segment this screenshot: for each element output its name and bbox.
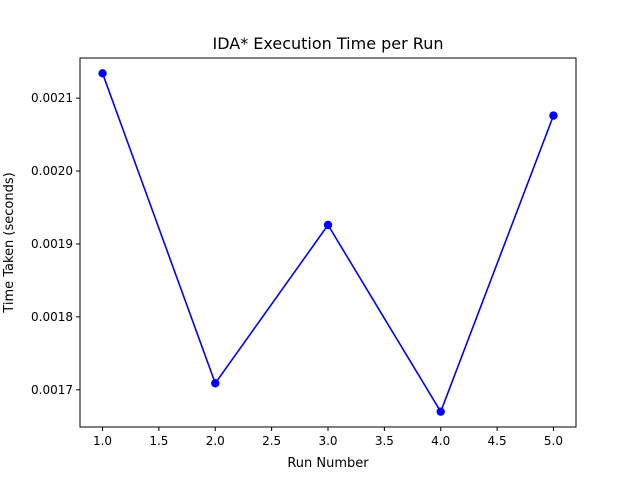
data-point [211, 379, 220, 388]
x-tick-label: 4.0 [431, 434, 450, 448]
x-tick-label: 5.0 [544, 434, 563, 448]
x-tick-label: 1.5 [149, 434, 168, 448]
y-tick-label: 0.0021 [31, 91, 73, 105]
x-tick-label: 4.5 [488, 434, 507, 448]
x-axis-ticks: 1.0 1.5 2.0 2.5 3.0 3.5 4.0 4.5 5.0 [93, 427, 563, 448]
y-tick-label: 0.0020 [31, 164, 73, 178]
x-axis-label: Run Number [287, 456, 369, 471]
data-point [549, 111, 558, 120]
x-tick-label: 3.0 [318, 434, 337, 448]
x-tick-label: 1.0 [93, 434, 112, 448]
data-point [98, 69, 107, 78]
x-tick-label: 2.0 [206, 434, 225, 448]
chart-title: IDA* Execution Time per Run [213, 34, 444, 53]
data-point [436, 407, 445, 416]
x-tick-label: 2.5 [262, 434, 281, 448]
y-tick-label: 0.0019 [31, 237, 73, 251]
y-tick-label: 0.0017 [31, 383, 73, 397]
y-tick-label: 0.0018 [31, 310, 73, 324]
series-layer [98, 69, 558, 416]
y-axis-label: Time Taken (seconds) [2, 172, 17, 313]
y-axis-ticks: 0.0017 0.0018 0.0019 0.0020 0.0021 [31, 91, 80, 397]
x-tick-label: 3.5 [375, 434, 394, 448]
data-point [323, 220, 333, 230]
